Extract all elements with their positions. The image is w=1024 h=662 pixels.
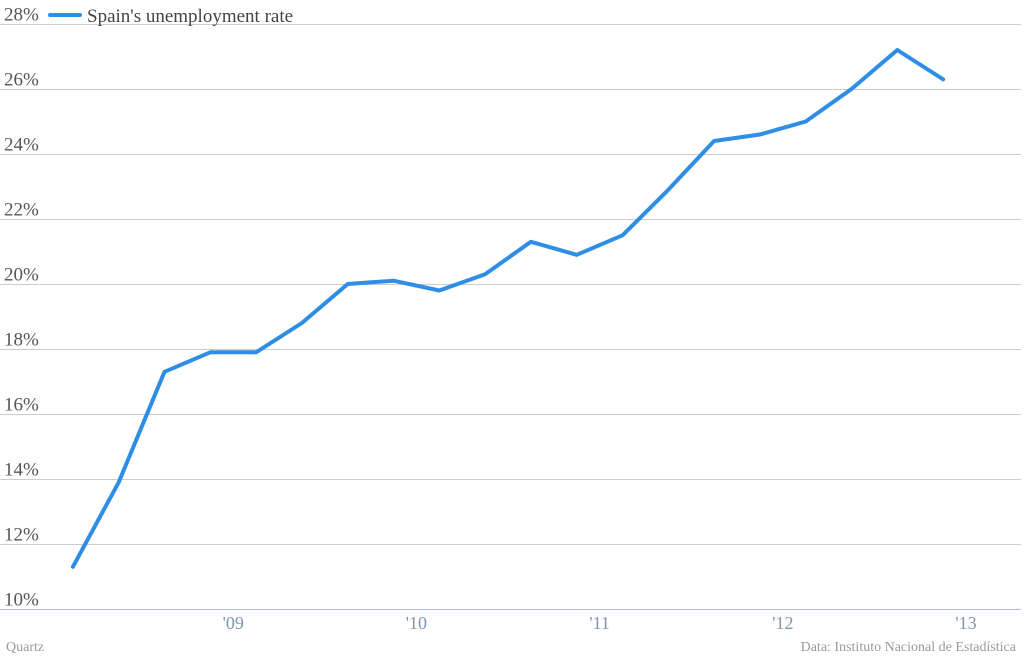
data-point [758,132,762,137]
x-tick-label: '13 [955,613,976,633]
series-lines [70,48,946,569]
data-point [620,233,625,238]
data-point [529,240,533,244]
series-line [70,48,946,569]
y-tick-label: 26% [4,70,39,91]
y-tick-label: 10% [4,590,39,611]
y-tick-label: 24% [4,135,39,156]
data-point [437,288,442,293]
data-point [116,480,121,485]
data-point [895,48,900,52]
legend: Spain's unemployment rate [48,6,293,27]
data-point [254,350,258,355]
data-point [712,139,716,143]
y-tick-label: 14% [4,460,39,481]
source-credit-right: Data: Instituto Nacional de Estadística [800,640,1016,655]
y-tick-label: 16% [4,395,39,416]
y-tick-label: 22% [4,200,39,221]
y-tick-label: 28% [4,5,39,26]
y-tick-label: 18% [4,330,39,351]
data-point [300,321,304,325]
data-point [941,77,945,82]
legend-label: Spain's unemployment rate [87,6,293,27]
data-point [345,282,350,286]
data-point [574,253,579,257]
data-point [208,350,213,355]
data-point [483,272,487,277]
x-tick-label: '11 [589,613,610,633]
data-point [666,188,671,192]
data-point [162,370,167,374]
gridlines [0,24,1021,610]
data-point [71,565,75,569]
x-tick-label: '10 [406,613,427,633]
source-credit-left: Quartz [6,640,45,655]
data-point [803,119,808,124]
y-tick-label: 20% [4,265,39,286]
data-point [391,278,396,283]
x-axis-tick-labels: '09 '10 '11 '12 '13 [223,613,977,633]
y-axis-tick-labels: 10% 12% 14% 16% 18% 20% 22% 24% 26% 28% [4,5,39,611]
x-tick-label: '09 [223,613,244,633]
data-point [849,87,854,91]
y-tick-label: 12% [4,525,39,546]
x-tick-label: '12 [772,613,793,633]
